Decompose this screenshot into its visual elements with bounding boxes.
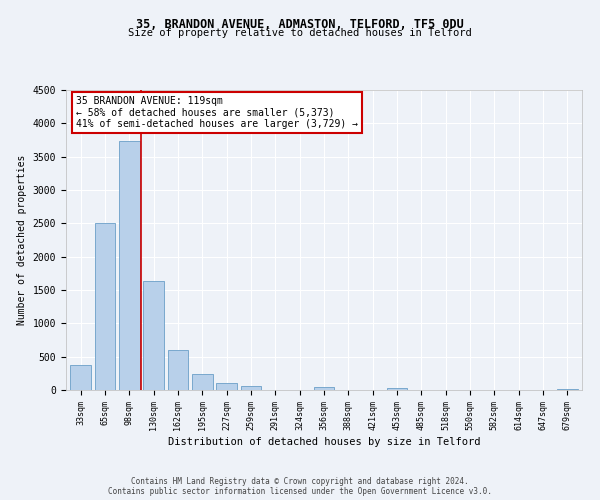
- Bar: [70, 364, 91, 390]
- Bar: [216, 383, 237, 390]
- Text: 35 BRANDON AVENUE: 119sqm
← 58% of detached houses are smaller (5,373)
41% of se: 35 BRANDON AVENUE: 119sqm ← 58% of detac…: [76, 96, 358, 129]
- Text: Size of property relative to detached houses in Telford: Size of property relative to detached ho…: [128, 28, 472, 38]
- Bar: [241, 386, 262, 390]
- Bar: [386, 388, 407, 390]
- Bar: [557, 388, 578, 390]
- Bar: [95, 224, 115, 390]
- X-axis label: Distribution of detached houses by size in Telford: Distribution of detached houses by size …: [168, 436, 480, 446]
- Y-axis label: Number of detached properties: Number of detached properties: [17, 155, 27, 325]
- Bar: [167, 350, 188, 390]
- Bar: [314, 388, 334, 390]
- Text: Contains HM Land Registry data © Crown copyright and database right 2024.: Contains HM Land Registry data © Crown c…: [131, 478, 469, 486]
- Text: 35, BRANDON AVENUE, ADMASTON, TELFORD, TF5 0DU: 35, BRANDON AVENUE, ADMASTON, TELFORD, T…: [136, 18, 464, 30]
- Text: Contains public sector information licensed under the Open Government Licence v3: Contains public sector information licen…: [108, 488, 492, 496]
- Bar: [143, 280, 164, 390]
- Bar: [192, 374, 212, 390]
- Bar: [119, 142, 140, 390]
